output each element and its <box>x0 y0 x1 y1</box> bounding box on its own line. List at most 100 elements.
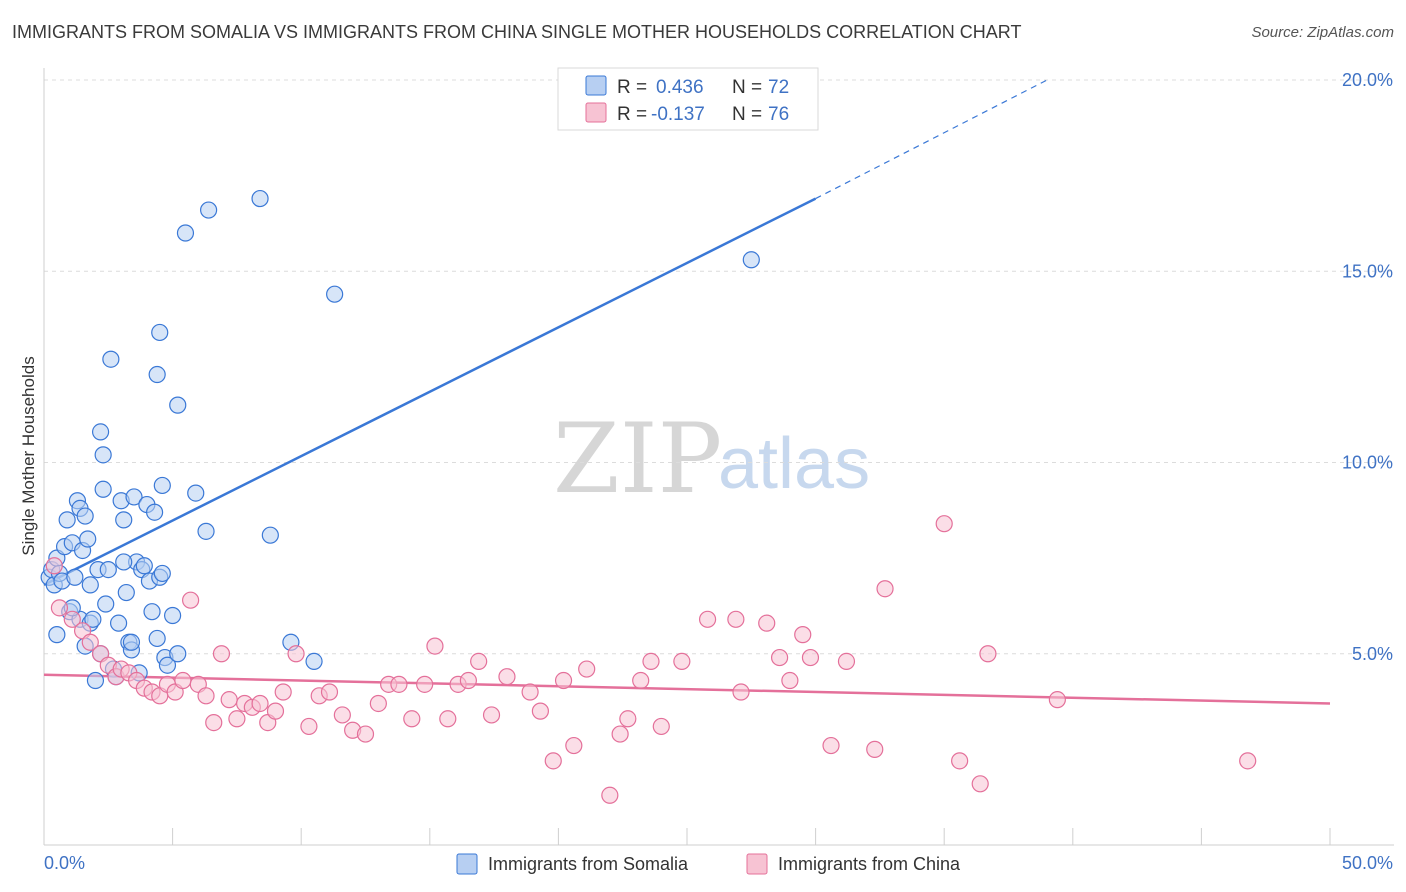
x-tick-max: 50.0% <box>1342 853 1393 873</box>
china-point <box>498 668 516 686</box>
axes <box>43 68 1394 846</box>
legend-swatch-china <box>585 102 607 123</box>
somalia-point <box>76 507 94 525</box>
somalia-point <box>151 323 169 342</box>
somalia-point <box>99 560 117 579</box>
chart-title: IMMIGRANTS FROM SOMALIA VS IMMIGRANTS FR… <box>12 22 1022 42</box>
somalia-point <box>81 576 99 594</box>
somalia-point <box>84 610 102 628</box>
watermark-zip: ZIP <box>553 403 722 515</box>
somalia-point <box>79 530 97 548</box>
china-point <box>698 610 717 628</box>
china-point <box>300 717 318 736</box>
gridlines <box>44 79 1394 655</box>
china-point <box>274 683 292 701</box>
china-point <box>521 683 539 701</box>
legend-somalia-r-label: R = <box>617 77 647 98</box>
y-tick-label-20: 20.0% <box>1342 70 1393 90</box>
china-point <box>822 736 840 755</box>
bottom-legend-china: Immigrants from China <box>778 854 961 874</box>
legend-china-r-value: -0.137 <box>651 104 705 125</box>
china-point <box>266 702 285 720</box>
china-point <box>935 515 953 533</box>
china-point <box>416 675 434 693</box>
china-point <box>439 710 457 728</box>
somalia-point <box>115 511 133 529</box>
somalia-point <box>145 503 164 521</box>
somalia-point <box>164 606 182 625</box>
china-point <box>369 694 387 713</box>
china-point <box>212 645 231 663</box>
legend-china-r-label: R = <box>617 104 647 125</box>
china-point <box>732 683 750 701</box>
legend-china-n-value: 76 <box>768 104 789 125</box>
china-point <box>197 687 215 705</box>
china-point <box>979 645 997 663</box>
watermark: ZIP atlas <box>553 403 870 515</box>
somalia-point <box>176 224 195 242</box>
somalia-point <box>122 633 141 651</box>
china-point <box>578 660 596 678</box>
china-points <box>45 515 1257 804</box>
china-point <box>642 652 660 671</box>
bottom-legend: Immigrants from Somalia Immigrants from … <box>456 853 961 875</box>
somalia-point <box>200 201 218 219</box>
china-point <box>554 671 573 690</box>
legend-somalia-n-value: 72 <box>768 77 789 98</box>
bottom-legend-somalia: Immigrants from Somalia <box>488 854 689 874</box>
somalia-point <box>102 350 120 368</box>
somalia-point <box>86 671 105 690</box>
china-point <box>781 671 799 690</box>
china-point <box>619 710 637 728</box>
china-point <box>251 694 269 713</box>
china-point <box>81 633 99 651</box>
china-point <box>544 752 562 770</box>
somalia-point <box>97 595 115 613</box>
y-tick-label-15: 15.0% <box>1342 261 1393 281</box>
china-point <box>758 614 776 632</box>
somalia-point <box>115 553 133 571</box>
china-point <box>174 671 192 690</box>
china-point <box>727 610 745 628</box>
somalia-point <box>91 423 110 441</box>
somalia-point <box>58 511 76 529</box>
china-point <box>356 725 375 743</box>
somalia-point <box>158 656 177 674</box>
somalia-point <box>94 480 112 498</box>
china-point <box>876 580 894 598</box>
somalia-point <box>135 557 153 575</box>
china-point <box>1239 752 1257 770</box>
somalia-point <box>153 476 171 495</box>
y-tick-labels: 5.0% 10.0% 15.0% 20.0% <box>1342 70 1393 664</box>
china-point <box>652 717 670 736</box>
china-point <box>801 648 820 667</box>
legend-somalia-r-value: 0.436 <box>656 77 704 98</box>
somalia-point <box>197 522 215 540</box>
china-point <box>673 652 691 671</box>
bottom-legend-swatch-china <box>746 853 768 875</box>
somalia-point <box>742 251 760 269</box>
china-point <box>611 725 629 743</box>
somalia-trend-extension <box>815 79 1048 200</box>
china-point <box>50 599 69 617</box>
somalia-point <box>148 629 166 648</box>
somalia-point <box>117 583 135 602</box>
somalia-point <box>94 446 112 464</box>
somalia-point <box>169 396 187 414</box>
somalia-point <box>251 189 269 208</box>
china-point <box>531 702 549 720</box>
china-point <box>45 557 63 575</box>
somalia-point <box>48 626 66 644</box>
china-point <box>390 675 408 693</box>
y-tick-label-5: 5.0% <box>1352 644 1393 664</box>
chart-source: Source: ZipAtlas.com <box>1251 24 1394 41</box>
somalia-point <box>66 568 84 586</box>
china-point <box>951 752 969 770</box>
bottom-legend-swatch-somalia <box>456 853 478 875</box>
china-point <box>565 736 583 755</box>
china-trend-line <box>43 673 1331 705</box>
china-point <box>220 691 238 709</box>
legend-china-n-label: N = <box>732 104 762 125</box>
somalia-point <box>169 645 187 663</box>
china-point <box>866 740 884 758</box>
